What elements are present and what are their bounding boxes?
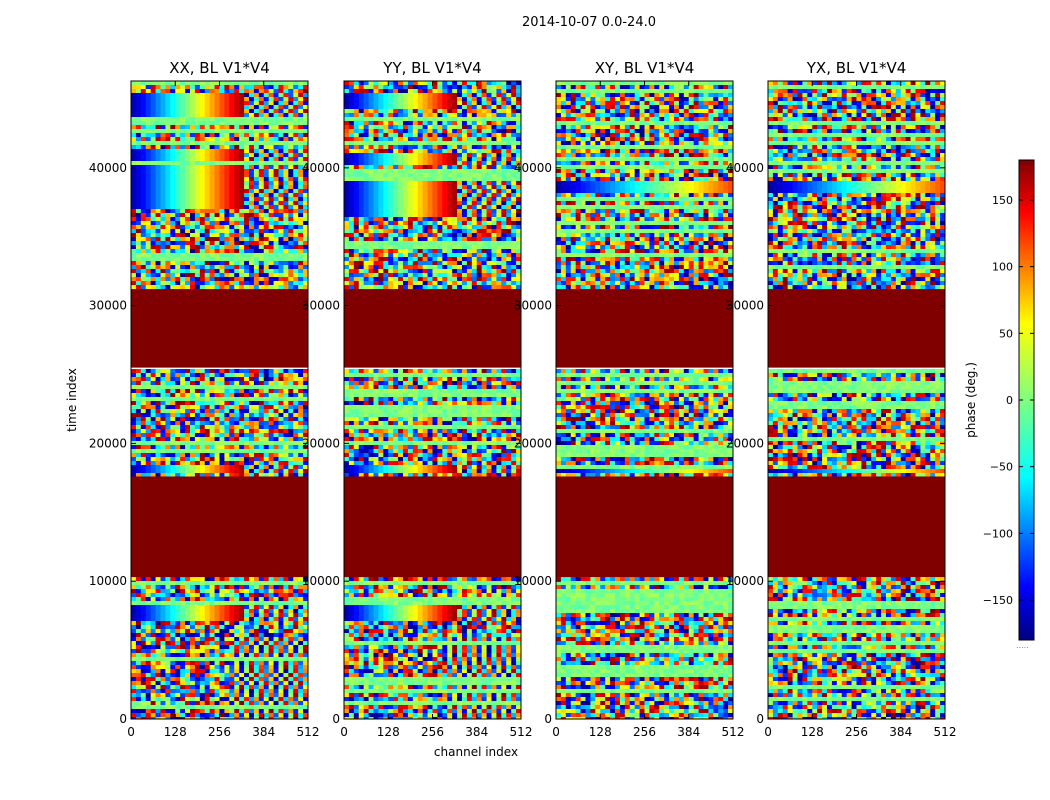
colorbar: −150 −100 −50 0 50 100 150 phase (deg.) ..... <box>964 159 1035 650</box>
y-tick-label: 20000 <box>302 436 340 450</box>
phase-heatmap <box>131 81 308 719</box>
figure-suptitle: 2014-10-07 0.0-24.0 <box>522 15 656 30</box>
y-tick-label: 0 <box>544 712 552 726</box>
x-tick-label: 256 <box>208 725 231 739</box>
y-tick-label: 0 <box>119 712 127 726</box>
colorbar-tick-label: −50 <box>990 461 1013 474</box>
panel-yy: YY, BL V1*V4 0 128 256 384 512 0 10000 20000 3000… <box>302 59 533 739</box>
colorbar-tick-label: 150 <box>992 194 1013 207</box>
panel-yx: YX, BL V1*V4 0 128 256 384 512 0 10000 20000 3000… <box>726 59 957 739</box>
y-tick-label: 30000 <box>89 299 127 313</box>
phase-heatmap <box>556 81 733 719</box>
y-tick-label: 40000 <box>89 161 127 175</box>
flagged-region <box>344 476 521 578</box>
colorbar-ticks: −150 −100 −50 0 50 100 150 <box>983 194 1034 607</box>
panel-title: XX, BL V1*V4 <box>169 59 270 77</box>
colorbar-label: phase (deg.) <box>964 362 978 438</box>
x-tick-label: 256 <box>845 725 868 739</box>
x-tick-label: 512 <box>934 725 957 739</box>
x-tick-label: 128 <box>801 725 824 739</box>
x-tick-label: 384 <box>252 725 275 739</box>
colorbar-tick-label: 100 <box>992 261 1013 274</box>
x-tick-label: 384 <box>677 725 700 739</box>
flagged-region <box>556 476 733 578</box>
phase-heatmap <box>768 81 945 719</box>
x-tick-label: 512 <box>722 725 745 739</box>
x-tick-label: 256 <box>633 725 656 739</box>
colorbar-tick-label: −150 <box>983 594 1013 607</box>
panel-title: XY, BL V1*V4 <box>595 59 695 77</box>
x-tick-label: 256 <box>421 725 444 739</box>
x-axis-label: channel index <box>434 745 518 759</box>
y-tick-label: 30000 <box>302 299 340 313</box>
flagged-region <box>344 289 521 368</box>
y-axis-label: time index <box>65 368 79 432</box>
x-tick-label: 512 <box>510 725 533 739</box>
panel-title: YX, BL V1*V4 <box>806 59 907 77</box>
x-tick-label: 128 <box>377 725 400 739</box>
flagged-region <box>768 476 945 578</box>
x-tick-label: 0 <box>340 725 348 739</box>
flagged-region <box>131 289 308 368</box>
x-tick-label: 512 <box>297 725 320 739</box>
y-tick-label: 20000 <box>89 436 127 450</box>
panel-xx: XX, BL V1*V4 0 128 256 384 512 0 10000 20000 3000… <box>89 59 320 739</box>
y-tick-label: 0 <box>756 712 764 726</box>
x-tick-label: 0 <box>764 725 772 739</box>
colorbar-tick-label: 50 <box>999 327 1013 340</box>
y-tick-label: 10000 <box>302 574 340 588</box>
y-tick-label: 10000 <box>89 574 127 588</box>
x-tick-label: 128 <box>164 725 187 739</box>
y-tick-label: 20000 <box>514 436 552 450</box>
colorbar-tick-label: 0 <box>1006 394 1013 407</box>
y-tick-label: 10000 <box>514 574 552 588</box>
x-tick-label: 384 <box>465 725 488 739</box>
y-tick-label: 10000 <box>726 574 764 588</box>
y-tick-label: 20000 <box>726 436 764 450</box>
flagged-region <box>556 289 733 368</box>
flagged-region <box>768 289 945 368</box>
x-tick-label: 384 <box>889 725 912 739</box>
panel-xy: XY, BL V1*V4 0 128 256 384 512 0 10000 20000 3000… <box>514 59 745 739</box>
phase-heatmap <box>344 81 521 719</box>
panel-title: YY, BL V1*V4 <box>382 59 481 77</box>
y-tick-label: 0 <box>332 712 340 726</box>
x-tick-label: 0 <box>127 725 135 739</box>
colorbar-tick-label: −100 <box>983 527 1013 540</box>
y-tick-label: 30000 <box>726 299 764 313</box>
y-tick-label: 40000 <box>302 161 340 175</box>
y-tick-label: 40000 <box>726 161 764 175</box>
y-tick-label: 30000 <box>514 299 552 313</box>
x-tick-label: 0 <box>552 725 560 739</box>
panels-group: XX, BL V1*V4 0 128 256 384 512 0 10000 20000 3000… <box>89 59 957 739</box>
y-tick-label: 40000 <box>514 161 552 175</box>
flagged-region <box>131 476 308 578</box>
x-tick-label: 128 <box>589 725 612 739</box>
colorbar-footnote: ..... <box>1016 641 1029 650</box>
